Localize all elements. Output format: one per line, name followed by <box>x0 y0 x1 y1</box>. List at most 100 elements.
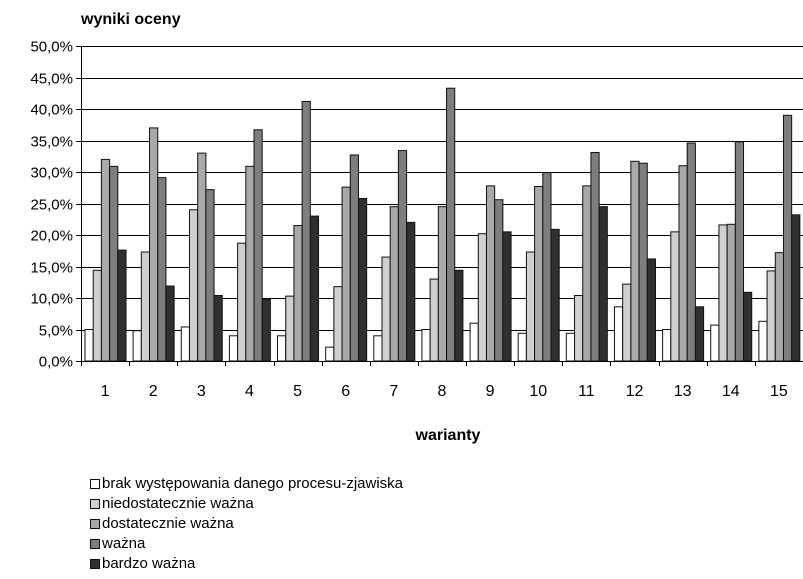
bar <box>662 329 672 362</box>
bar <box>180 326 190 362</box>
bar <box>718 224 728 362</box>
axes <box>81 46 803 362</box>
bar <box>325 346 335 362</box>
y-tick-label: 0,0% <box>39 354 73 371</box>
bar <box>565 332 576 362</box>
legend-swatch <box>90 539 100 549</box>
x-tick-label: 2 <box>149 383 158 400</box>
bar <box>590 151 600 362</box>
bar <box>140 251 151 362</box>
bar <box>550 228 560 362</box>
legend-label: dostatecznie ważna <box>102 515 234 532</box>
bar <box>582 185 592 362</box>
bar <box>774 252 784 362</box>
bar <box>293 225 303 362</box>
bar <box>758 320 768 362</box>
legend-label: bardzo ważna <box>102 555 196 572</box>
legend: brak występowania danego procesu-zjawisk… <box>90 474 510 574</box>
bar <box>245 165 255 362</box>
bar <box>694 306 705 362</box>
x-tick-label: 15 <box>770 383 788 400</box>
bar <box>285 295 295 362</box>
bar <box>237 242 247 362</box>
bar <box>333 286 343 362</box>
x-tick-label: 1 <box>101 383 110 400</box>
y-tick-label: 50,0% <box>30 39 73 56</box>
bar <box>686 142 696 362</box>
y-tick-label: 10,0% <box>30 291 73 308</box>
y-tick-label: 15,0% <box>30 260 73 277</box>
bar <box>710 324 720 362</box>
legend-swatch <box>90 479 100 489</box>
x-tick-label: 14 <box>722 383 740 400</box>
legend-label: brak występowania danego procesu-zjawisk… <box>102 475 403 492</box>
bars <box>84 87 801 362</box>
legend-item: niedostatecznie ważna <box>90 494 510 514</box>
x-tick-label: 3 <box>197 383 206 400</box>
bar <box>766 270 776 362</box>
bar <box>678 165 688 362</box>
legend-label: niedostatecznie ważna <box>102 495 254 512</box>
legend-item: ważna <box>90 534 510 554</box>
x-tick-label: 9 <box>486 383 495 400</box>
legend-swatch <box>90 499 100 509</box>
bar <box>92 269 102 362</box>
bar <box>517 332 527 362</box>
bar <box>213 294 223 362</box>
bar <box>646 258 656 362</box>
bar <box>743 291 753 362</box>
bar <box>477 233 487 362</box>
legend-item: dostatecznie ważna <box>90 514 510 534</box>
x-tick-label: 11 <box>578 383 595 400</box>
bar <box>421 329 431 362</box>
bar <box>188 209 199 362</box>
bar <box>205 189 215 362</box>
bar <box>525 251 536 362</box>
x-tick-label: 12 <box>626 383 644 400</box>
bar <box>109 165 119 362</box>
bar <box>670 231 680 362</box>
bar <box>397 150 408 362</box>
legend-swatch <box>90 559 100 569</box>
bar <box>454 269 464 362</box>
bar <box>165 285 175 362</box>
bar <box>301 100 311 362</box>
y-tick-label: 5,0% <box>39 323 73 340</box>
x-axis-label: warianty <box>415 427 481 444</box>
bar <box>734 141 745 362</box>
y-tick-label: 40,0% <box>30 102 73 119</box>
x-tick-label: 4 <box>245 383 254 400</box>
bar <box>341 186 351 362</box>
y-tick-label: 20,0% <box>30 228 73 245</box>
bar <box>791 214 801 362</box>
bar <box>381 256 391 362</box>
bar <box>782 114 793 362</box>
bar <box>100 158 111 362</box>
bar <box>469 322 479 362</box>
y-tick-label: 25,0% <box>30 197 73 214</box>
bar <box>622 283 632 362</box>
y-axis-ticks: 0,0% 5,0% 10,0% 15,0% 20,0% 25,0% 30,0% 35,0% 40… <box>30 39 81 371</box>
x-tick-label: 7 <box>389 383 398 400</box>
bar <box>277 335 287 362</box>
bar <box>132 330 142 362</box>
x-tick-label: 6 <box>341 383 350 400</box>
x-tick-label: 10 <box>529 383 547 400</box>
bar <box>197 152 207 362</box>
bar <box>84 329 94 362</box>
bar <box>349 154 359 362</box>
bar <box>598 206 608 362</box>
bar <box>228 335 239 362</box>
legend-swatch <box>90 519 100 529</box>
y-tick-label: 45,0% <box>30 71 73 88</box>
bar-chart: wyniki oceny 0,0% 5,0% 10,0% 15,0% 20,0% 25,0… <box>30 11 803 444</box>
bar <box>494 199 504 362</box>
bar <box>630 160 640 362</box>
bar <box>261 298 271 362</box>
bar <box>253 129 263 362</box>
y-tick-label: 35,0% <box>30 134 73 151</box>
chart-title: wyniki oceny <box>80 11 181 28</box>
legend-item: brak występowania danego procesu-zjawisk… <box>90 474 510 494</box>
bar <box>389 206 399 362</box>
